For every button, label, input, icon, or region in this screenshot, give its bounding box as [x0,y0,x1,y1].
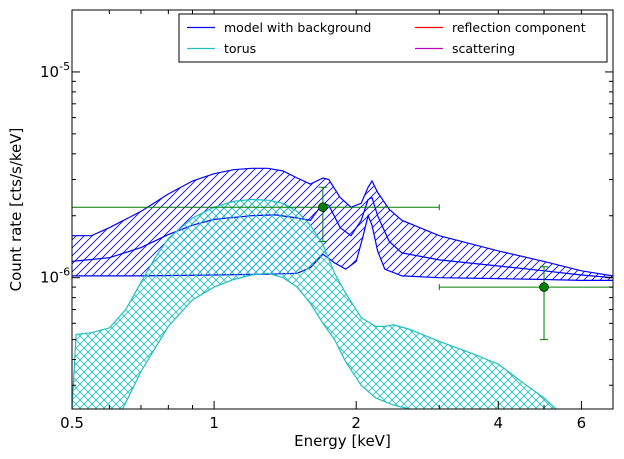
legend-entry-reflection: reflection component [415,20,586,35]
legend-entry-model: model with background [187,20,371,35]
y-tick-label: 10-6 [40,266,70,287]
legend-label-torus: torus [224,41,256,56]
x-tick-label: 1 [209,414,219,432]
band-torus [72,199,556,409]
y-axis-label: Count rate [cts/s/keV] [7,128,25,292]
legend-entry-scattering: scattering [415,41,515,56]
legend-label-scattering: scattering [452,41,515,56]
data-points-layer [72,186,613,341]
x-tick-label: 2 [351,414,361,432]
y-tick-label: 10-5 [40,60,70,81]
legend-label-model: model with background [224,20,371,35]
x-tick-label: 4 [494,414,504,432]
data-point-1 [539,282,549,292]
x-tick-label: 0.5 [60,414,84,432]
line-lower-torus [122,272,411,409]
line-upper-model-with-background [72,167,613,277]
series-layer [72,167,613,409]
x-axis-label: Energy [keV] [294,432,391,450]
legend: model with background reflection compone… [178,13,608,63]
x-tick-label: 6 [577,414,587,432]
data-point-0 [318,202,328,213]
legend-entry-torus: torus [187,41,256,56]
legend-label-reflection: reflection component [452,20,586,35]
line-upper-torus [72,198,557,409]
ticks-layer: 0.5 1 2 4 6 10-6 10-5 [40,10,613,432]
legend-frame [178,13,608,63]
plot-frame [71,9,614,410]
